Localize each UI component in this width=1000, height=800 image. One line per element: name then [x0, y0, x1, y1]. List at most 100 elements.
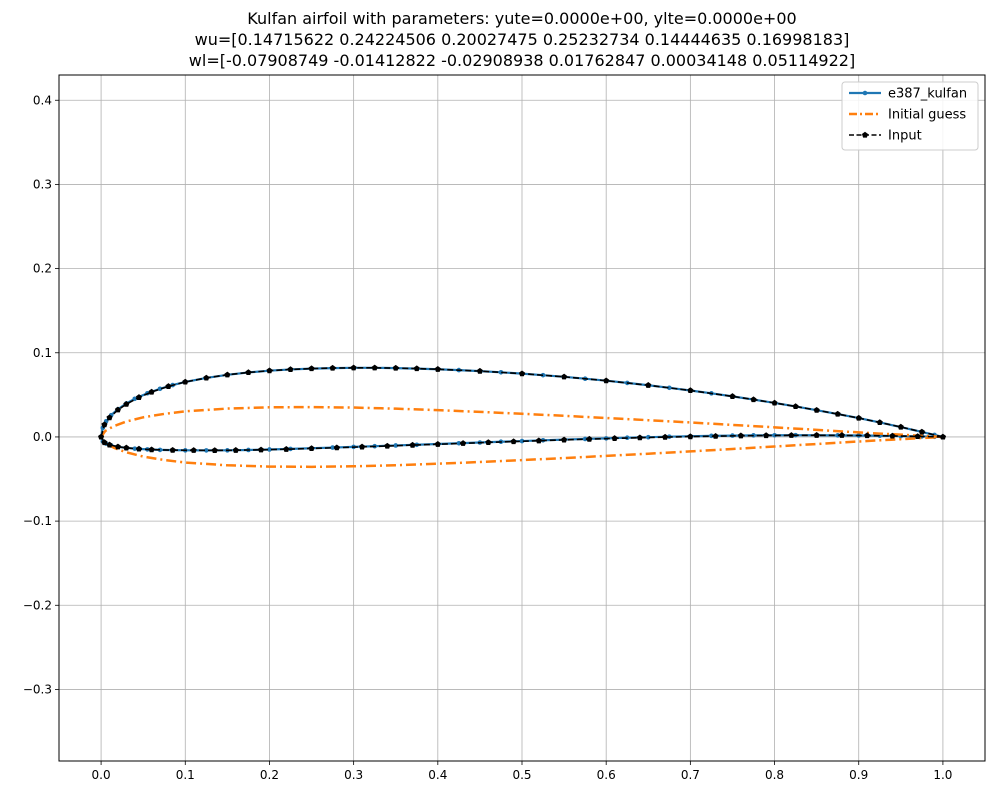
series-2-point: [687, 433, 694, 440]
series-2-point: [392, 364, 399, 371]
series-0-point: [835, 433, 840, 438]
plot-series: [98, 364, 946, 469]
y-tick-label: 0.1: [33, 346, 52, 360]
series-2-point: [918, 428, 925, 435]
series-2-point: [106, 441, 113, 448]
series-2-point: [813, 406, 820, 413]
series-0-point: [645, 434, 651, 440]
series-0-point: [132, 396, 138, 402]
y-tick-label: −0.2: [23, 598, 52, 612]
series-0-point: [330, 445, 335, 450]
series-2-point: [165, 383, 172, 389]
series-2-point: [603, 377, 610, 384]
series-2-point: [792, 403, 799, 410]
series-2-point: [106, 414, 113, 421]
series-2-point: [123, 401, 130, 407]
series-2-point: [190, 447, 197, 453]
x-tick-label: 0.7: [681, 768, 700, 782]
series-2-point: [788, 432, 795, 438]
series-2-point: [283, 446, 290, 452]
series-0-point: [456, 440, 462, 446]
series-2-point: [135, 394, 143, 400]
series-2-point: [712, 432, 719, 439]
y-tick-label: −0.1: [23, 514, 52, 528]
series-2-point: [645, 382, 652, 388]
series-2-point: [897, 423, 904, 430]
x-tick-label: 0.9: [849, 768, 868, 782]
x-tick-label: 0.2: [260, 768, 279, 782]
series-2-point: [763, 432, 770, 439]
x-tick-label: 0.3: [344, 768, 363, 782]
series-2-point: [101, 439, 108, 446]
series-line-2: [100, 367, 944, 452]
series-2-point: [750, 396, 757, 403]
series-2-point: [98, 433, 105, 440]
series-2-point: [838, 432, 845, 438]
series-2-point: [224, 371, 231, 378]
series-2-point: [914, 433, 921, 440]
series-2-point: [329, 364, 336, 371]
series-2-point: [687, 387, 694, 394]
series-2-point: [729, 393, 736, 399]
y-tick-label: 0.4: [33, 93, 52, 107]
series-2-point: [245, 369, 252, 376]
series-2-point: [434, 366, 441, 372]
series-2-point: [864, 432, 871, 439]
series-0-point: [667, 385, 672, 391]
series-2-point: [434, 441, 441, 447]
series-2-point: [518, 370, 526, 377]
series-2-point: [485, 439, 492, 445]
series-0-point: [267, 447, 272, 452]
plot-area-frame: [58, 74, 986, 762]
series-2-point: [611, 435, 618, 441]
x-tick-label: 1.0: [933, 768, 952, 782]
series-2-point: [123, 444, 130, 451]
series-2-point: [350, 364, 357, 371]
series-2-point: [510, 438, 517, 445]
series-2-point: [257, 446, 265, 453]
series-2-point: [135, 445, 143, 452]
series-2-point: [535, 437, 542, 444]
series-0-point: [582, 436, 588, 442]
series-2-point: [561, 436, 568, 443]
series-2-point: [266, 367, 273, 374]
series-2-point: [333, 444, 340, 451]
series-0-point: [157, 447, 163, 453]
series-2-point: [101, 421, 108, 428]
legend-swatch-marker-2: [861, 131, 869, 138]
series-2-point: [384, 442, 391, 449]
x-tick-label: 0.1: [176, 768, 195, 782]
series-2-point: [371, 364, 378, 371]
series-2-point: [586, 435, 593, 442]
series-2-point: [114, 406, 121, 413]
series-2-point: [460, 440, 467, 446]
series-0-point: [519, 438, 525, 444]
series-2-point: [203, 374, 210, 381]
series-2-point: [211, 447, 218, 453]
series-2-point: [939, 433, 946, 440]
series-0-point: [498, 369, 504, 375]
x-tick-label: 0.5: [512, 768, 531, 782]
series-0-point: [157, 386, 163, 392]
series-2-point: [148, 388, 155, 395]
series-0-point: [204, 448, 209, 453]
series-2-point: [359, 443, 366, 450]
series-0-point: [393, 443, 399, 448]
y-tick-label: −0.3: [23, 682, 52, 696]
series-2-point: [834, 410, 841, 417]
series-0-point: [772, 432, 777, 438]
x-tick-label: 0.0: [92, 768, 111, 782]
legend-swatch-marker-0: [862, 90, 868, 96]
series-2-point: [148, 446, 155, 453]
series-2-point: [308, 445, 315, 452]
series-2-point: [169, 446, 176, 453]
series-2-point: [308, 365, 315, 372]
series-0-point: [132, 446, 138, 451]
axis-ticks: 0.0 0.1 0.2 0.3 0.4 0.5 0.6 0.7 0.8 0.9 1.0 −0.3 −0.…: [23, 93, 953, 782]
x-tick-label: 0.8: [765, 768, 784, 782]
series-2-point: [876, 419, 883, 426]
series-2-point: [855, 414, 862, 421]
chart-title-line-3: wl=[-0.07908749 -0.01412822 -0.02908938 …: [189, 51, 855, 70]
